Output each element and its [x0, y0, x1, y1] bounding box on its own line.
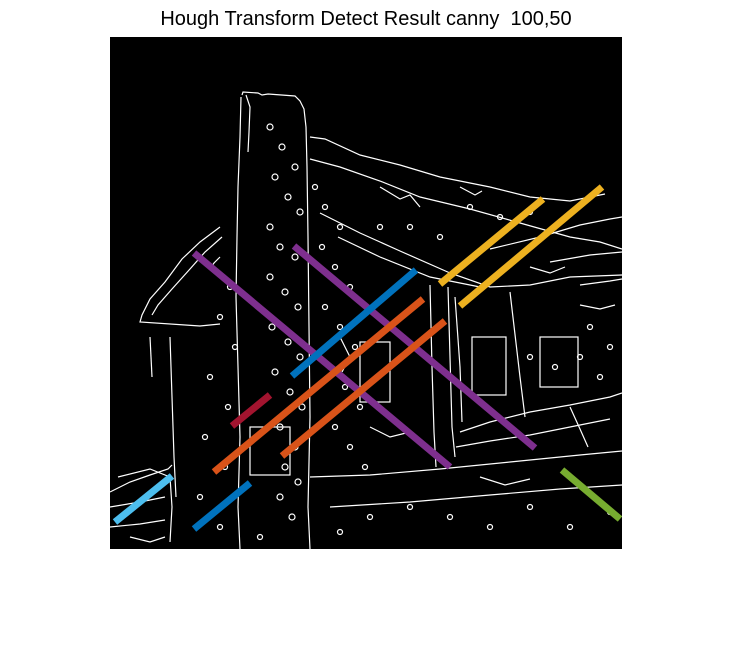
- canny-edges: [110, 91, 622, 549]
- hough-line-blue-1: [289, 267, 419, 379]
- hough-lines: [112, 184, 622, 532]
- image-background: [110, 37, 622, 549]
- edge-image-axes: [110, 37, 622, 549]
- hough-line-orange-1: [211, 296, 426, 475]
- figure-title: Hough Transform Detect Result canny 100,…: [160, 8, 572, 30]
- hough-line-purple-1: [191, 250, 453, 470]
- edge-image-canvas: [110, 37, 622, 549]
- hough-line-blue-2: [191, 480, 253, 532]
- hough-line-dark-red: [229, 392, 273, 429]
- hough-line-yellow-2: [457, 184, 605, 309]
- hough-line-yellow-1: [437, 196, 546, 287]
- hough-line-orange-2: [279, 318, 448, 459]
- hough-line-green: [559, 467, 622, 522]
- hough-line-light-blue: [112, 473, 175, 525]
